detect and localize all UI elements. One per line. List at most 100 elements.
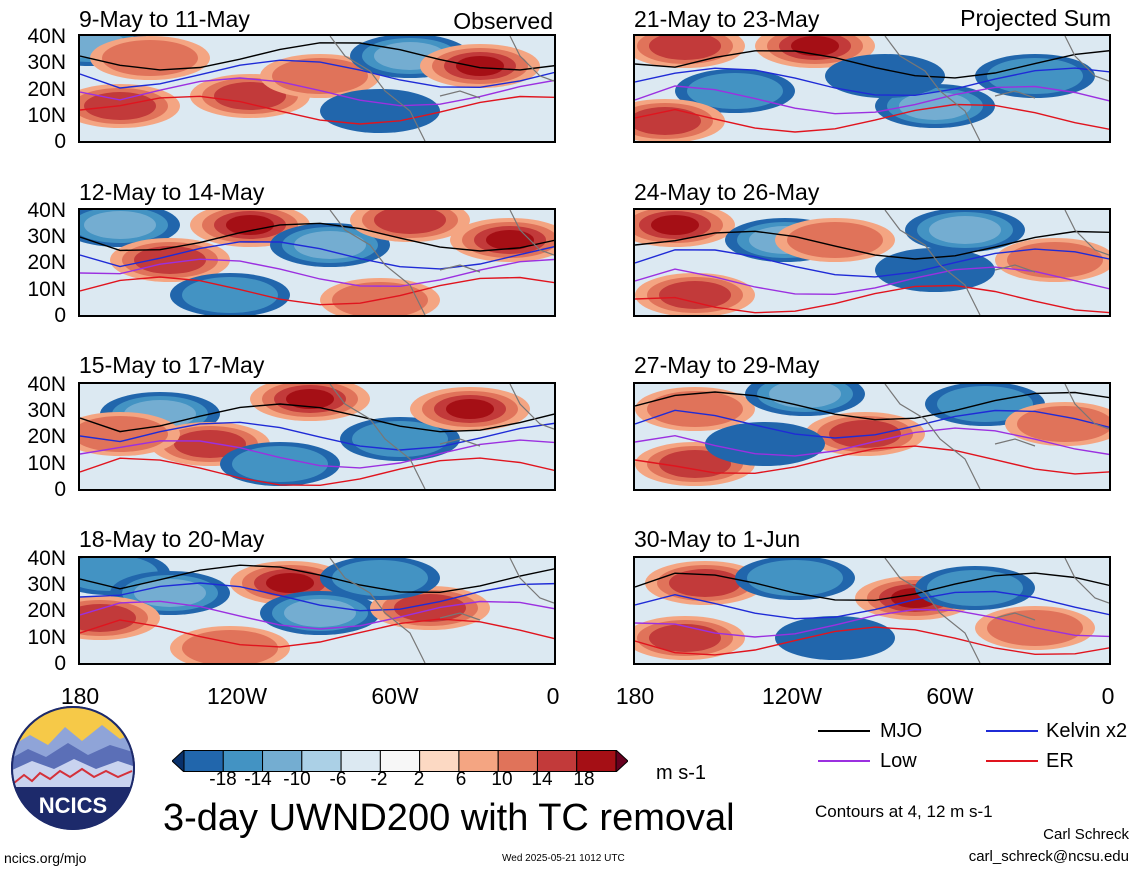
y-tick-label: 30N — [27, 225, 66, 248]
coastline — [884, 36, 1109, 141]
y-tick-label: 30N — [27, 573, 66, 596]
colorbar-tick-label: -6 — [329, 769, 347, 790]
anomaly-shading — [446, 399, 494, 419]
x-tick-label: 120W — [206, 683, 268, 709]
contour-line — [635, 230, 1109, 260]
anomaly-shading — [987, 58, 1083, 94]
contour-line — [80, 457, 554, 487]
anomaly-shading — [659, 281, 731, 309]
y-tick-label: 40N — [27, 199, 66, 222]
contour-line — [80, 59, 554, 89]
panel-title: 24-May to 26-May — [634, 179, 820, 205]
contour-line — [80, 222, 554, 252]
anomaly-shading — [791, 36, 839, 56]
contour-line — [635, 284, 1109, 314]
contour-line — [635, 391, 1109, 421]
y-tick-label: 30N — [27, 399, 66, 422]
coastline — [329, 558, 554, 663]
anomaly-shading — [374, 210, 446, 234]
anomaly-shading — [747, 560, 843, 596]
contour-line — [80, 42, 554, 71]
anomaly-shading — [769, 384, 841, 408]
colorbar — [172, 750, 628, 772]
anomaly-shading — [929, 216, 1001, 244]
contour-line — [635, 409, 1109, 439]
anomaly-shading — [102, 40, 198, 76]
contour-line — [635, 572, 1109, 602]
y-tick-label: 40N — [27, 25, 66, 48]
author-email[interactable]: carl_schreck@ncsu.edu — [968, 848, 1129, 865]
anomaly-shading — [182, 277, 278, 313]
y-tick-label: 10N — [27, 278, 66, 301]
x-tick-label: 120W — [761, 683, 823, 709]
x-tick-label: 0 — [1101, 683, 1115, 709]
anomaly-shading — [937, 386, 1033, 422]
anomaly-shading — [775, 616, 895, 660]
legend-er-line — [986, 760, 1038, 762]
anomaly-shading — [787, 222, 883, 258]
anomaly-shading — [134, 246, 206, 274]
anomaly-shading — [266, 573, 314, 593]
anomaly-shading — [320, 89, 440, 133]
anomaly-shading — [899, 92, 971, 120]
contour-line — [635, 50, 1109, 79]
contour-line — [635, 608, 1109, 638]
contour-line — [80, 600, 554, 630]
anomaly-shading — [84, 211, 156, 239]
legend-mjo-label: MJO — [880, 720, 923, 742]
contour-line — [635, 626, 1109, 656]
contour-line — [80, 276, 554, 306]
contour-line — [80, 618, 554, 648]
panel-title: 30-May to 1-Jun — [634, 526, 801, 552]
anomaly-shading — [332, 282, 428, 315]
colorbar-tick-label: 10 — [491, 769, 513, 790]
site-url[interactable]: ncics.org/mjo — [4, 850, 87, 866]
anomaly-shading — [226, 215, 274, 235]
map-panel — [633, 556, 1111, 665]
colorbar-tick-label: 14 — [531, 769, 553, 790]
colorbar-tick-label: -18 — [209, 769, 237, 790]
contour-line — [635, 445, 1109, 475]
panel-title: 18-May to 20-May — [79, 526, 265, 552]
anomaly-shading — [284, 599, 356, 627]
anomaly-shading — [214, 82, 286, 110]
colorbar-tick-label: -10 — [283, 769, 311, 790]
coastline — [884, 210, 1109, 315]
y-tick-label: 10N — [27, 104, 66, 127]
contour-line — [635, 248, 1109, 278]
contour-line — [80, 403, 554, 433]
projected-label: Projected Sum — [960, 5, 1111, 31]
anomaly-shading — [294, 231, 366, 259]
coastline — [884, 384, 1109, 489]
anomaly-shading — [1007, 242, 1103, 278]
anomaly-shading — [286, 389, 334, 409]
y-tick-label: 0 — [54, 478, 66, 501]
panel-title: 27-May to 29-May — [634, 352, 820, 378]
map-panel — [78, 382, 556, 491]
contour-line — [80, 77, 554, 107]
colorbar-tick-label: 6 — [455, 769, 467, 790]
legend-low-line — [818, 760, 870, 762]
x-tick-label: 180 — [615, 683, 655, 709]
colorbar-min-arrow — [172, 750, 185, 772]
legend-kelvin-label: Kelvin x2 — [1046, 720, 1128, 742]
colorbar-tick-label: 18 — [573, 769, 595, 790]
coastline — [329, 384, 554, 489]
coastline — [329, 210, 554, 315]
map-panel — [633, 34, 1111, 143]
ncics-logo: NCICS — [10, 705, 136, 831]
panel-title: 12-May to 14-May — [79, 179, 265, 205]
contour-line — [80, 582, 554, 612]
x-tick-label: 0 — [546, 683, 560, 709]
anomaly-shading — [659, 450, 731, 478]
y-tick-label: 0 — [54, 130, 66, 153]
observed-label: Observed — [453, 8, 553, 34]
y-tick-label: 10N — [27, 452, 66, 475]
contour-line — [635, 85, 1109, 115]
y-tick-label: 20N — [27, 78, 66, 101]
author-name: Carl Schreck — [1043, 826, 1129, 843]
chart-title: 3-day UWND200 with TC removal — [163, 797, 735, 839]
colorbar-tick-label: -14 — [244, 769, 272, 790]
colorbar-tick-label: -2 — [370, 769, 388, 790]
y-tick-label: 30N — [27, 51, 66, 74]
